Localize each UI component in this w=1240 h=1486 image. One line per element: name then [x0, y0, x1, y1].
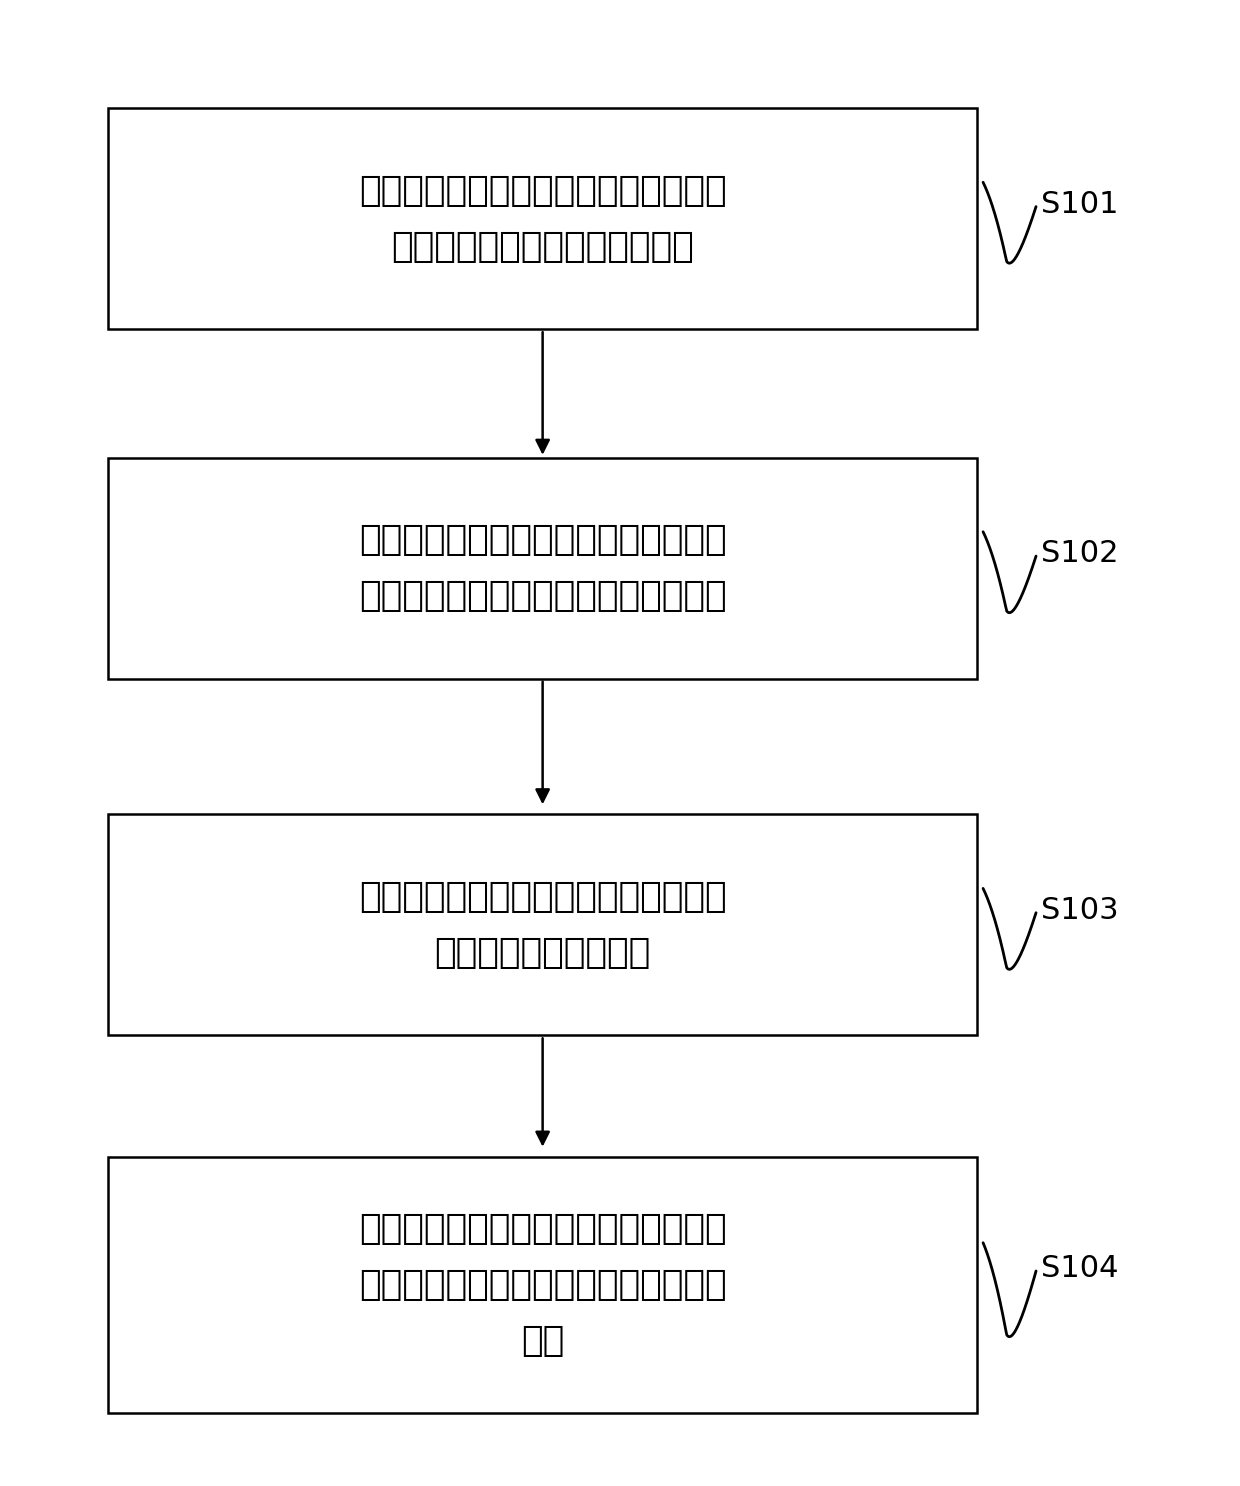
Bar	[108, 458, 977, 679]
Text: 获取载体图像的每个图像块的局部特征
，并为各图像块设置类别标签。: 获取载体图像的每个图像块的局部特征 ，并为各图像块设置类别标签。	[358, 174, 727, 263]
Bar	[108, 814, 977, 1036]
Text: 基于嵌入点组合，利用直方图平移方法
对载体图像进行水印嵌入，生成载密图
像。: 基于嵌入点组合，利用直方图平移方法 对载体图像进行水印嵌入，生成载密图 像。	[358, 1213, 727, 1358]
Bar	[108, 108, 977, 330]
Text: S103: S103	[1042, 896, 1118, 924]
Text: S102: S102	[1042, 539, 1118, 568]
Bar	[108, 1156, 977, 1413]
Text: S104: S104	[1042, 1254, 1118, 1282]
Text: 利用纵横交叉算法从多个预测误差直方
图中确定嵌入点组合。: 利用纵横交叉算法从多个预测误差直方 图中确定嵌入点组合。	[358, 880, 727, 970]
Text: 计算每个图像块中心像素点的预测误差
，并为每个类别生成预测误差直方图。: 计算每个图像块中心像素点的预测误差 ，并为每个类别生成预测误差直方图。	[358, 523, 727, 614]
Text: S101: S101	[1042, 190, 1118, 218]
